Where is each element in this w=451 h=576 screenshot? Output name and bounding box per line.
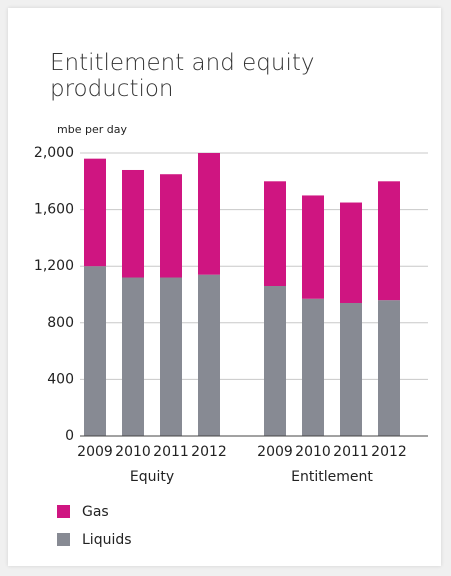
y-tick-label: 1,200 — [34, 258, 74, 274]
legend-label: Gas — [82, 504, 109, 520]
bar-segment — [84, 266, 106, 436]
chart-title: Entitlement and equity production — [50, 50, 315, 102]
bar-segment — [264, 181, 286, 287]
x-tick-label: 2012 — [191, 444, 227, 460]
y-tick-label: 800 — [47, 315, 74, 331]
bar-segment — [122, 169, 144, 278]
x-tick-label: 2010 — [295, 444, 331, 460]
bar-segment — [160, 174, 182, 278]
y-axis-label: mbe per day — [57, 123, 127, 136]
bar-segment — [264, 286, 286, 436]
x-tick-label: 2012 — [371, 444, 407, 460]
group-label: Entitlement — [291, 469, 373, 485]
bar-segment — [198, 153, 220, 275]
bar-segment — [340, 302, 362, 436]
bar-segment — [378, 300, 400, 436]
group-label: Equity — [130, 469, 174, 485]
bar-segment — [84, 158, 106, 267]
x-tick-label: 2009 — [257, 444, 293, 460]
bar-segment — [122, 277, 144, 436]
bar-segment — [198, 274, 220, 436]
x-tick-label: 2011 — [153, 444, 189, 460]
bar-segment — [378, 181, 400, 301]
x-tick-label: 2010 — [115, 444, 151, 460]
card — [8, 8, 441, 566]
legend-label: Liquids — [82, 532, 132, 548]
y-tick-label: 2,000 — [34, 145, 74, 161]
bar-segment — [302, 195, 324, 299]
bar-segment — [302, 298, 324, 436]
y-tick-label: 1,600 — [34, 202, 74, 218]
x-tick-label: 2009 — [77, 444, 113, 460]
legend-swatch — [57, 505, 70, 518]
legend-swatch — [57, 533, 70, 546]
y-tick-label: 0 — [65, 428, 74, 444]
bar-segment — [340, 202, 362, 303]
bar-segment — [160, 277, 182, 436]
x-tick-label: 2011 — [333, 444, 369, 460]
y-tick-label: 400 — [47, 371, 74, 387]
